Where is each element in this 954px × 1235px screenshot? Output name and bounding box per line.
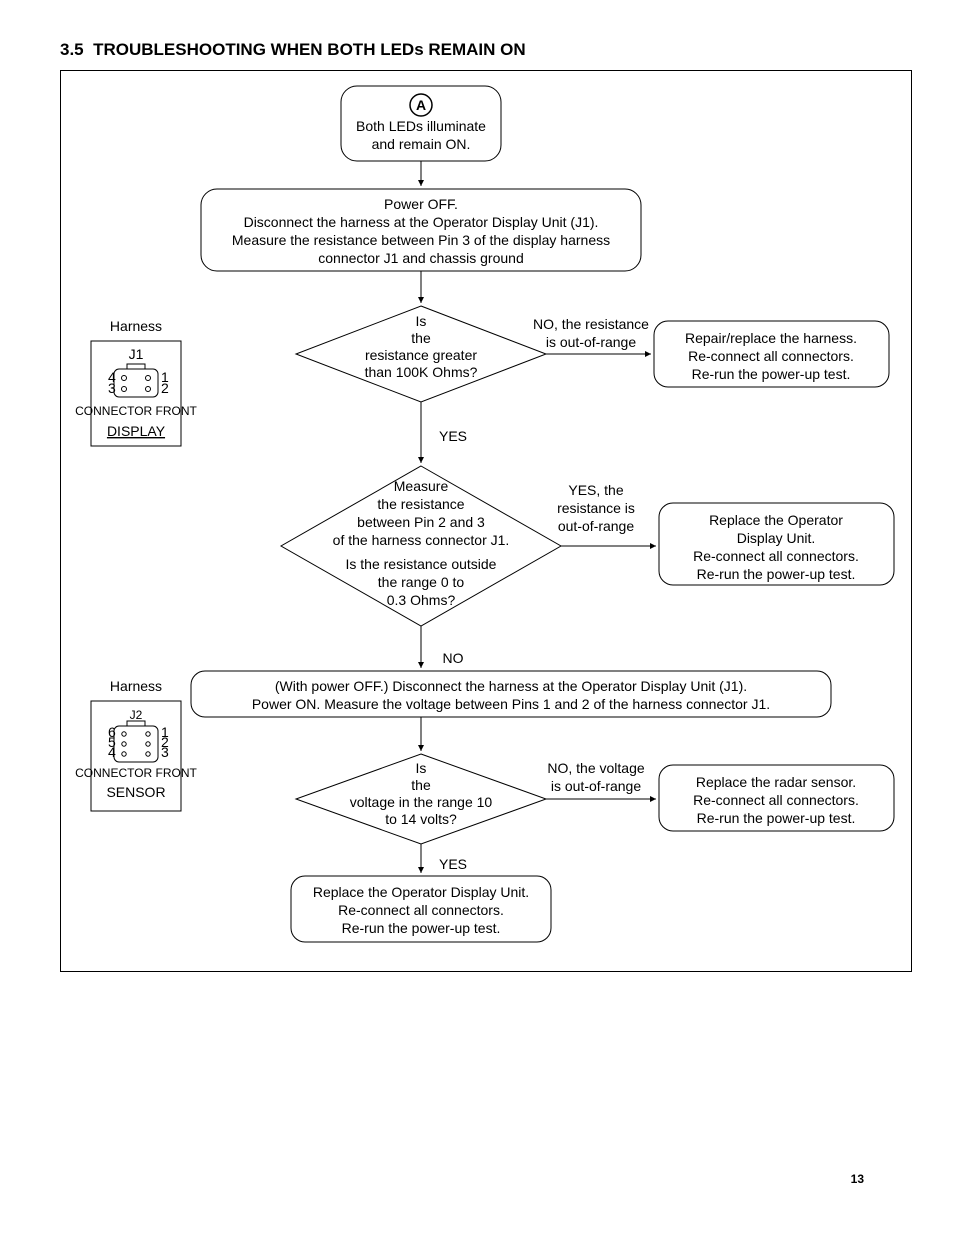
- svg-text:Is: Is: [416, 313, 427, 329]
- svg-text:(With power OFF.) Disconnect: (With power OFF.) Disconnect the harness…: [275, 678, 747, 694]
- svg-text:Both LEDs illuminate: Both LEDs illuminate: [356, 118, 486, 134]
- svg-text:connector J1 and chassis groun: connector J1 and chassis ground: [318, 250, 523, 266]
- svg-text:between Pin 2 and 3: between Pin 2 and 3: [357, 514, 485, 530]
- step3-node: (With power OFF.) Disconnect the harness…: [191, 671, 831, 717]
- svg-text:Measure: Measure: [394, 478, 449, 494]
- svg-text:Replace the Operator: Replace the Operator: [709, 512, 843, 528]
- start-node: A Both LEDs illuminate and remain ON.: [341, 86, 501, 161]
- svg-text:than 100K Ohms?: than 100K Ohms?: [365, 364, 478, 380]
- out3-node: Replace the radar sensor. Re-connect all…: [659, 765, 894, 831]
- svg-text:Replace the radar sensor.: Replace the radar sensor.: [696, 774, 856, 790]
- svg-text:CONNECTOR FRONT: CONNECTOR FRONT: [75, 766, 197, 780]
- svg-text:Harness: Harness: [110, 318, 162, 334]
- svg-text:Re-connect all connectors.: Re-connect all connectors.: [688, 348, 854, 364]
- svg-text:CONNECTOR FRONT: CONNECTOR FRONT: [75, 404, 197, 418]
- svg-text:Re-run the power-up test.: Re-run the power-up test.: [697, 566, 856, 582]
- svg-text:Is the resistance outside: Is the resistance outside: [346, 556, 497, 572]
- svg-text:3: 3: [161, 744, 169, 760]
- out1-node: Repair/replace the harness. Re-connect a…: [654, 321, 889, 387]
- svg-text:J2: J2: [130, 708, 143, 722]
- section-title: 3.5 TROUBLESHOOTING WHEN BOTH LEDs REMAI…: [60, 40, 894, 60]
- svg-text:NO: NO: [443, 650, 464, 666]
- svg-text:the: the: [411, 777, 431, 793]
- svg-text:Repair/replace the harness.: Repair/replace the harness.: [685, 330, 857, 346]
- svg-text:out-of-range: out-of-range: [558, 518, 634, 534]
- out2-node: Replace the Operator Display Unit. Re-co…: [659, 503, 894, 585]
- svg-text:the: the: [411, 330, 431, 346]
- svg-text:DISPLAY: DISPLAY: [107, 423, 166, 439]
- svg-text:NO, the resistance: NO, the resistance: [533, 316, 649, 332]
- svg-text:Re-connect all connectors.: Re-connect all connectors.: [693, 792, 859, 808]
- svg-text:Re-connect all connectors.: Re-connect all connectors.: [338, 902, 504, 918]
- flowchart-svg: A Both LEDs illuminate and remain ON. Po…: [61, 71, 911, 971]
- svg-text:voltage in the range 10: voltage in the range 10: [350, 794, 493, 810]
- page-number: 13: [60, 1172, 894, 1186]
- harness-j2: Harness J2 6 5 4 1 2 3 CONNECTOR FRONT S…: [75, 678, 197, 811]
- svg-text:Re-run the power-up test.: Re-run the power-up test.: [697, 810, 856, 826]
- svg-text:Power OFF.: Power OFF.: [384, 196, 458, 212]
- step1-node: Power OFF. Disconnect the harness at the…: [201, 189, 641, 271]
- svg-text:YES: YES: [439, 856, 467, 872]
- svg-text:and remain ON.: and remain ON.: [372, 136, 471, 152]
- svg-text:resistance is: resistance is: [557, 500, 635, 516]
- svg-text:J1: J1: [129, 346, 144, 362]
- svg-text:NO, the voltage: NO, the voltage: [547, 760, 644, 776]
- svg-text:Re-run the power-up test.: Re-run the power-up test.: [692, 366, 851, 382]
- svg-text:Harness: Harness: [110, 678, 162, 694]
- svg-text:Display Unit.: Display Unit.: [737, 530, 816, 546]
- svg-text:resistance greater: resistance greater: [365, 347, 477, 363]
- svg-text:3: 3: [108, 380, 116, 396]
- svg-text:the range 0 to: the range 0 to: [378, 574, 465, 590]
- section-number: 3.5: [60, 40, 84, 59]
- section-title-text: TROUBLESHOOTING WHEN BOTH LEDs REMAIN ON: [93, 40, 526, 59]
- svg-text:Is: Is: [416, 760, 427, 776]
- svg-text:Power ON. Measure the voltage: Power ON. Measure the voltage between Pi…: [252, 696, 770, 712]
- svg-text:Re-run the power-up test.: Re-run the power-up test.: [342, 920, 501, 936]
- svg-text:to 14 volts?: to 14 volts?: [385, 811, 457, 827]
- flowchart-frame: A Both LEDs illuminate and remain ON. Po…: [60, 70, 912, 972]
- decision2: Measure the resistance between Pin 2 and…: [281, 466, 561, 626]
- svg-text:4: 4: [108, 744, 116, 760]
- decision3: Is the voltage in the range 10 to 14 vol…: [296, 754, 546, 844]
- svg-text:2: 2: [161, 380, 169, 396]
- svg-text:the resistance: the resistance: [377, 496, 464, 512]
- svg-text:0.3 Ohms?: 0.3 Ohms?: [387, 592, 456, 608]
- svg-text:of the harness connector J1.: of the harness connector J1.: [333, 532, 510, 548]
- svg-text:SENSOR: SENSOR: [106, 784, 165, 800]
- svg-text:Disconnect the harness at the: Disconnect the harness at the Operator D…: [244, 214, 599, 230]
- decision1: Is the resistance greater than 100K Ohms…: [296, 306, 546, 402]
- svg-text:Replace the Operator Display U: Replace the Operator Display Unit.: [313, 884, 529, 900]
- svg-text:is out-of-range: is out-of-range: [551, 778, 641, 794]
- svg-text:Re-connect all connectors.: Re-connect all connectors.: [693, 548, 859, 564]
- svg-text:is out-of-range: is out-of-range: [546, 334, 636, 350]
- svg-text:YES, the: YES, the: [568, 482, 623, 498]
- final-node: Replace the Operator Display Unit. Re-co…: [291, 876, 551, 942]
- harness-j1: Harness J1 4 3 1 2 CONNECTOR FRONT DISPL…: [75, 318, 197, 446]
- svg-text:YES: YES: [439, 428, 467, 444]
- svg-text:Measure the resistance between: Measure the resistance between Pin 3 of …: [232, 232, 610, 248]
- svg-text:A: A: [416, 97, 426, 113]
